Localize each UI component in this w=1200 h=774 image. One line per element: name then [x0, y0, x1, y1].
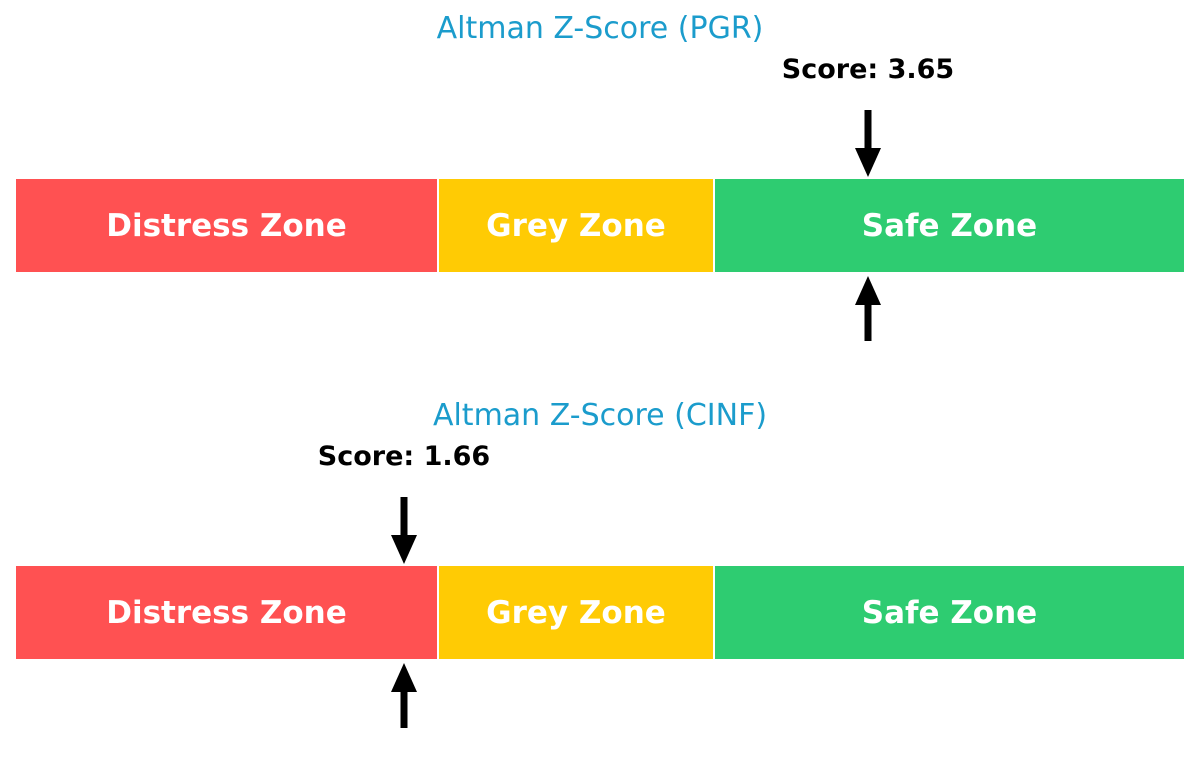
safe-zone-label: Safe Zone: [861, 207, 1038, 244]
grey-zone: Grey Zone: [439, 179, 713, 272]
zone-bar: Distress Zone Grey Zone Safe Zone: [16, 179, 1184, 272]
safe-zone: Safe Zone: [715, 566, 1184, 659]
distress-zone-label: Distress Zone: [106, 594, 347, 631]
arrow-up-icon: [855, 276, 881, 341]
distress-zone-label: Distress Zone: [106, 207, 347, 244]
score-label: Score: 1.66: [317, 441, 491, 472]
grey-zone-label: Grey Zone: [486, 594, 666, 631]
arrow-up-icon: [391, 663, 417, 728]
grey-zone-label: Grey Zone: [486, 207, 666, 244]
grey-zone: Grey Zone: [439, 566, 713, 659]
score-label: Score: 3.65: [781, 54, 955, 85]
safe-zone: Safe Zone: [715, 179, 1184, 272]
arrow-down-icon: [391, 497, 417, 564]
chart-title: Altman Z-Score (PGR): [436, 11, 764, 46]
chart-title: Altman Z-Score (CINF): [432, 398, 768, 433]
zone-bar: Distress Zone Grey Zone Safe Zone: [16, 566, 1184, 659]
distress-zone: Distress Zone: [16, 179, 437, 272]
distress-zone: Distress Zone: [16, 566, 437, 659]
safe-zone-label: Safe Zone: [861, 594, 1038, 631]
arrow-down-icon: [855, 110, 881, 177]
